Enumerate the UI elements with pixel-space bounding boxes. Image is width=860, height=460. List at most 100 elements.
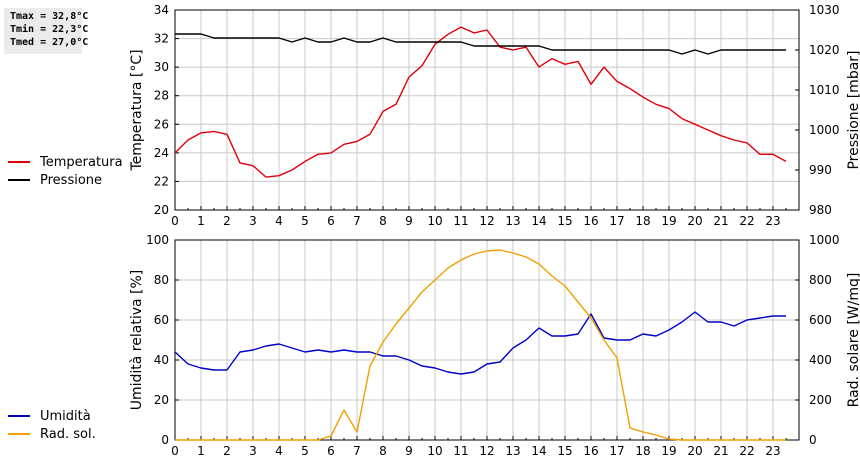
x-tick-label: 7 — [353, 214, 361, 228]
y-left-tick-label: 24 — [154, 146, 169, 160]
y-right-tick-label: 0 — [809, 433, 817, 447]
y-left-tick-label: 32 — [154, 32, 169, 46]
x-tick-label: 14 — [531, 214, 546, 228]
x-tick-label: 23 — [765, 214, 780, 228]
x-tick-label: 7 — [353, 444, 361, 458]
x-tick-label: 12 — [479, 214, 494, 228]
x-tick-label: 10 — [427, 214, 442, 228]
y-right-tick-label: 1030 — [809, 3, 840, 17]
stats-box: Tmax = 32,8°C Tmin = 22,3°C Tmed = 27,0°… — [4, 8, 89, 54]
tmax-label: Tmax = 32,8°C — [10, 11, 89, 22]
legend-swatch-radiation — [8, 433, 30, 435]
x-tick-label: 1 — [197, 444, 205, 458]
x-tick-label: 18 — [635, 444, 650, 458]
x-tick-label: 4 — [275, 214, 283, 228]
y-left-tick-label: 0 — [161, 433, 169, 447]
x-tick-label: 17 — [609, 444, 624, 458]
legend-label-humidity: Umidità — [40, 408, 91, 424]
series-line-temperatura — [174, 26, 787, 178]
y-right-tick-label: 800 — [809, 273, 832, 287]
x-tick-label: 3 — [249, 444, 257, 458]
legend-swatch-humidity — [8, 415, 30, 417]
legend-label-pressure: Pressione — [40, 172, 103, 188]
x-tick-label: 21 — [713, 444, 728, 458]
legend-top: Temperatura Pressione — [8, 153, 123, 189]
x-tick-label: 8 — [379, 444, 387, 458]
x-tick-label: 17 — [609, 214, 624, 228]
x-tick-label: 21 — [713, 214, 728, 228]
x-tick-label: 22 — [739, 444, 754, 458]
x-tick-label: 19 — [661, 214, 676, 228]
x-tick-label: 5 — [301, 214, 309, 228]
y-right-tick-label: 1010 — [809, 83, 840, 97]
x-tick-label: 14 — [531, 444, 546, 458]
x-tick-label: 16 — [583, 444, 598, 458]
y-left-tick-label: 80 — [154, 273, 169, 287]
chart-panel-1: 0 1 2 3 4 5 6 7 8 9 10 11 12 13 14 15 16 17 18 19 20 21 22 2302… — [129, 233, 860, 458]
x-tick-label: 3 — [249, 214, 257, 228]
y-left-tick-label: 20 — [154, 393, 169, 407]
x-tick-label: 13 — [505, 214, 520, 228]
series-line-umidit- — [174, 311, 786, 375]
y-right-tick-label: 400 — [809, 353, 832, 367]
y-left-tick-label: 30 — [154, 60, 169, 74]
x-tick-label: 0 — [171, 214, 179, 228]
x-tick-label: 16 — [583, 214, 598, 228]
x-tick-label: 11 — [453, 444, 468, 458]
x-tick-label: 6 — [327, 444, 335, 458]
legend-swatch-pressure — [8, 179, 30, 181]
legend-item-temperature: Temperatura — [8, 153, 123, 171]
legend-item-radiation: Rad. sol. — [8, 425, 96, 443]
y-left-tick-label: 20 — [154, 203, 169, 217]
x-tick-label: 8 — [379, 214, 387, 228]
x-tick-label: 10 — [427, 444, 442, 458]
x-tick-label: 20 — [687, 214, 702, 228]
x-tick-label: 5 — [301, 444, 309, 458]
y-right-tick-label: 600 — [809, 313, 832, 327]
x-tick-label: 2 — [223, 444, 231, 458]
x-tick-label: 2 — [223, 214, 231, 228]
x-tick-label: 15 — [557, 444, 572, 458]
x-tick-label: 22 — [739, 214, 754, 228]
y-left-tick-label: 34 — [154, 3, 169, 17]
y-left-tick-label: 40 — [154, 353, 169, 367]
series-line-pressione — [175, 33, 786, 55]
x-tick-label: 0 — [171, 444, 179, 458]
y-right-axis-label: Pressione [mbar] — [846, 50, 860, 169]
x-tick-label: 19 — [661, 444, 676, 458]
tmed-label: Tmed = 27,0°C — [10, 37, 89, 48]
legend-item-humidity: Umidità — [8, 407, 96, 425]
series-line-rad-sol- — [175, 249, 786, 441]
y-left-tick-label: 22 — [154, 174, 169, 188]
y-right-tick-label: 1020 — [809, 43, 840, 57]
y-right-tick-label: 1000 — [809, 233, 840, 247]
legend-item-pressure: Pressione — [8, 171, 123, 189]
y-right-tick-label: 990 — [809, 163, 832, 177]
y-left-axis-label: Temperatura [°C] — [129, 49, 145, 171]
y-right-tick-label: 200 — [809, 393, 832, 407]
x-tick-label: 11 — [453, 214, 468, 228]
x-tick-label: 20 — [687, 444, 702, 458]
x-tick-label: 12 — [479, 444, 494, 458]
legend-swatch-temperature — [8, 161, 30, 163]
chart-panel-0: 0 1 2 3 4 5 6 7 8 9 10 11 12 13 14 15 16 17 18 19 20 21 22 2320… — [129, 3, 860, 228]
y-left-tick-label: 60 — [154, 313, 169, 327]
legend-bottom: Umidità Rad. sol. — [8, 407, 96, 443]
x-tick-label: 6 — [327, 214, 335, 228]
y-left-tick-label: 26 — [154, 117, 169, 131]
x-tick-label: 23 — [765, 444, 780, 458]
legend-label-temperature: Temperatura — [40, 154, 123, 170]
tmin-label: Tmin = 22,3°C — [10, 24, 89, 35]
y-right-axis-label: Rad. solare [W/mq] — [846, 273, 860, 408]
x-tick-label: 18 — [635, 214, 650, 228]
legend-label-radiation: Rad. sol. — [40, 426, 96, 442]
x-tick-label: 9 — [405, 214, 413, 228]
y-right-tick-label: 980 — [809, 203, 832, 217]
y-left-axis-label: Umidità relativa [%] — [129, 270, 145, 411]
y-left-tick-label: 100 — [146, 233, 169, 247]
x-tick-label: 13 — [505, 444, 520, 458]
x-tick-label: 9 — [405, 444, 413, 458]
x-tick-label: 1 — [197, 214, 205, 228]
x-tick-label: 15 — [557, 214, 572, 228]
